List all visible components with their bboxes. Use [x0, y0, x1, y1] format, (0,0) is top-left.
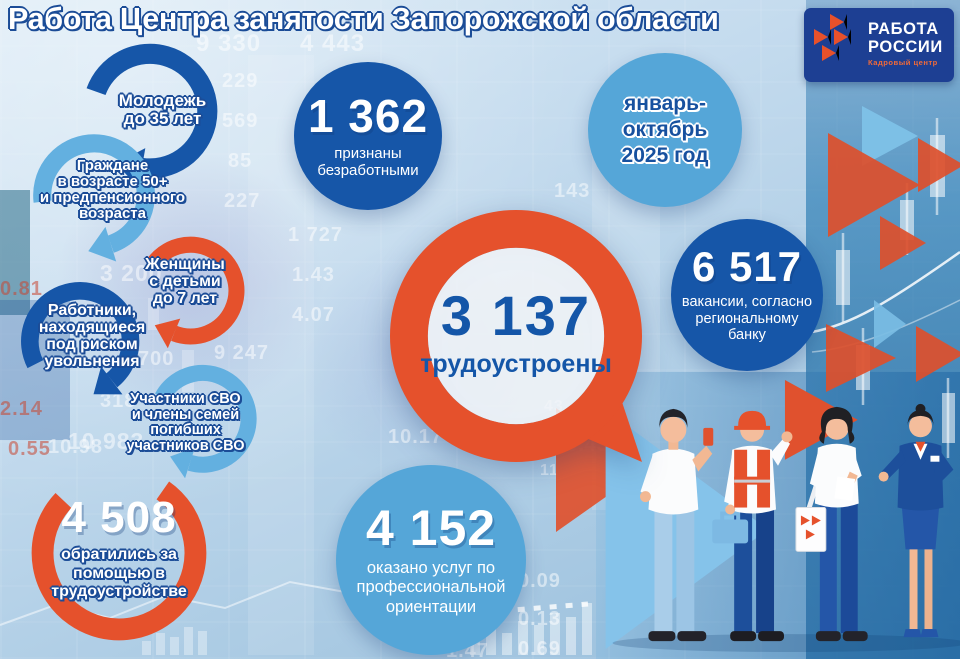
- stat-label: трудоустроены: [420, 350, 612, 378]
- stat-value: 4 508: [61, 493, 177, 542]
- stat-circle-unemployed: 1 362 признаны безработными: [294, 62, 442, 210]
- stat-circle-career: 4 152 оказано услуг по профессиональной …: [336, 465, 526, 655]
- bg-number: 9 247: [214, 342, 270, 364]
- logo-triangle-icon: [830, 14, 847, 30]
- page-title: Работа Центра занятости Запорожской обла…: [8, 2, 719, 36]
- rabota-rossii-logo: РАБОТА РОССИИ Кадровый центр: [804, 8, 954, 82]
- bg-number: 143: [554, 180, 591, 202]
- bg-number: 11: [540, 462, 559, 479]
- bg-number: 0.69: [518, 638, 561, 659]
- bg-number: 1.43: [292, 264, 335, 286]
- bg-number: 569: [222, 110, 259, 132]
- applied-ring: [28, 462, 210, 644]
- category-label-50plus: Граждане в возрасте 50+ и предпенсионног…: [39, 157, 186, 223]
- category-arrow-at-risk: [12, 270, 148, 406]
- period-text: январь-октябрь 2025 год: [588, 91, 742, 170]
- bg-number: 10.98: [48, 436, 104, 458]
- stat-value: 4 152: [365, 500, 497, 557]
- category-arrow-svo: [143, 355, 267, 479]
- bg-number: 2.14: [0, 398, 43, 420]
- category-label-at-risk: Работники, находящиеся под риском увольн…: [38, 302, 146, 371]
- bg-number: 10 983: [68, 428, 145, 454]
- bg-number: 0.81: [0, 278, 43, 300]
- bg-number: 10.17: [388, 426, 444, 448]
- bg-number: 700: [138, 348, 175, 370]
- illustration-backdrop: [596, 372, 960, 659]
- logo-subtitle: Кадровый центр: [868, 58, 938, 67]
- employed-ring: [390, 210, 642, 462]
- bg-number: 229: [222, 70, 259, 92]
- category-label-svo: Участники СВО и члены семей погибших уча…: [126, 391, 245, 454]
- stat-label: оказано услуг по профессиональной ориент…: [356, 559, 506, 616]
- triangle-decor: [916, 326, 960, 382]
- bg-number: 318: [100, 390, 137, 412]
- category-arrow-women: [131, 227, 255, 351]
- bg-number: 4 443: [300, 30, 366, 57]
- logo-triangle-icon: [834, 29, 851, 45]
- logo-text-line2: РОССИИ: [868, 38, 943, 56]
- photo-fragment: [0, 190, 30, 315]
- triangle-decor: [826, 324, 896, 392]
- category-arrow-50plus: [25, 122, 165, 262]
- stat-value: 6 517: [691, 242, 803, 290]
- stat-applied: 4 508 обратились за помощью в трудоустро…: [38, 496, 200, 602]
- logo-triangle-icon: [814, 29, 831, 45]
- logo-text-line1: РАБОТА: [868, 20, 939, 38]
- bg-number: 4.07: [292, 304, 335, 326]
- bg-number: 1 727: [288, 224, 344, 246]
- triangle-decor: [918, 138, 960, 192]
- bg-number: 0.09: [518, 570, 561, 592]
- bg-number: 9 330: [196, 30, 262, 57]
- stat-value: 3 137: [440, 284, 592, 347]
- period-badge: январь-октябрь 2025 год: [588, 53, 742, 207]
- category-label-youth: Молодежь до 35 лет: [118, 91, 207, 129]
- bg-number: 85: [228, 150, 253, 172]
- stat-employed: 3 137 трудоустроены: [416, 288, 616, 379]
- bg-number: 0.13: [518, 608, 561, 630]
- logo-triangle-icon: [822, 45, 839, 61]
- stat-value: 1 362: [307, 89, 429, 142]
- stat-label: вакансии, согласно региональному банку: [681, 293, 813, 344]
- stat-label: признаны безработными: [317, 144, 419, 179]
- triangle-decor: [880, 216, 926, 270]
- bg-number: 0.55: [8, 438, 51, 460]
- bg-number: 227: [224, 190, 261, 212]
- period-line2: 2025 год: [621, 144, 709, 168]
- category-label-women: Женщины с детьми до 7 лет: [145, 256, 225, 308]
- stat-circle-vacancies: 6 517 вакансии, согласно региональному б…: [671, 219, 823, 371]
- stat-label: обратились за помощью в трудоустройстве: [51, 546, 187, 601]
- period-line1: январь-октябрь: [622, 91, 708, 141]
